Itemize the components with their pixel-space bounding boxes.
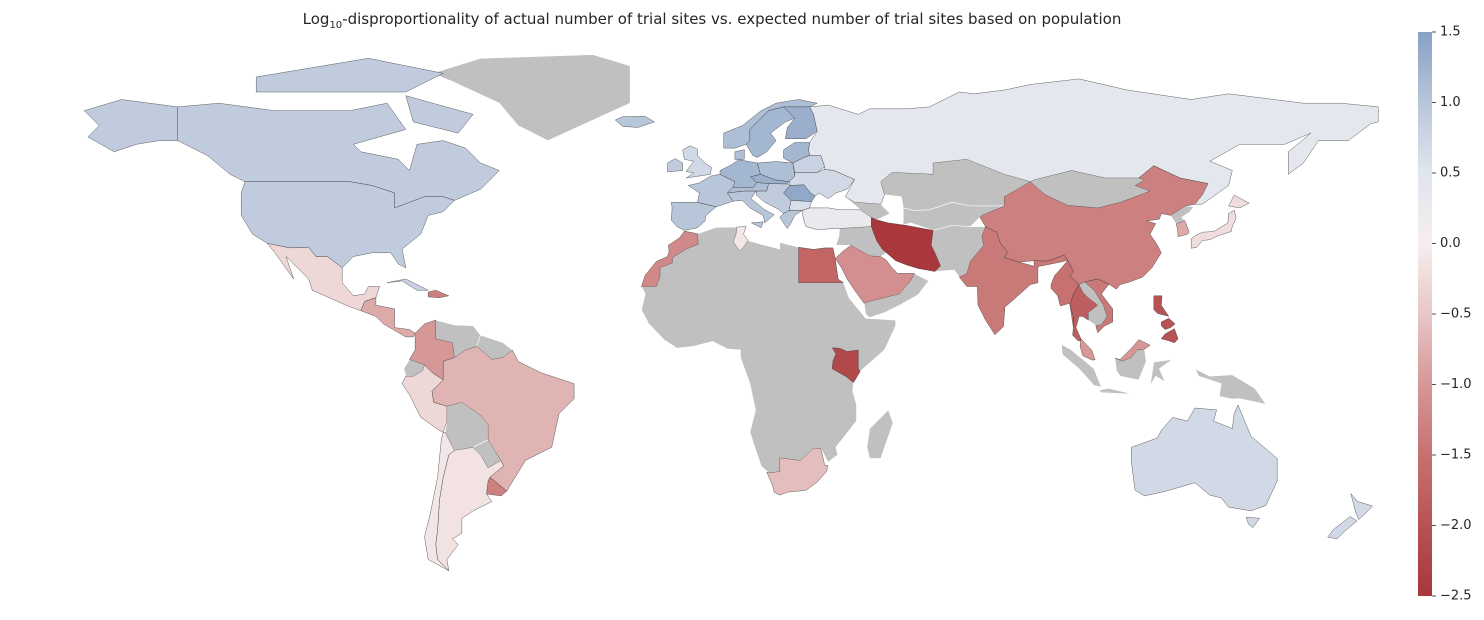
country: [745, 106, 795, 158]
country: [267, 243, 380, 311]
country: [779, 210, 803, 229]
title-part: Log: [303, 10, 330, 28]
colorbar-tick-label: −0.5: [1440, 307, 1472, 322]
country: [615, 116, 655, 128]
colorbar-tick-label: 0.5: [1440, 166, 1461, 181]
country: [1153, 295, 1179, 344]
country: [1327, 493, 1373, 540]
country: [835, 245, 915, 304]
colorbar-tick-label: −1.0: [1440, 377, 1472, 392]
country: [788, 169, 855, 199]
country: [802, 207, 872, 230]
country: [750, 174, 790, 185]
colorbar-tick-label: −2.0: [1440, 518, 1472, 533]
country: [1131, 404, 1278, 528]
country: [979, 165, 1209, 290]
country: [866, 409, 894, 459]
country: [424, 432, 455, 571]
country: [733, 226, 749, 252]
country: [360, 297, 416, 338]
country: [667, 158, 683, 173]
colorbar-tick-label: 1.5: [1440, 25, 1461, 40]
title-subscript: 10: [329, 20, 342, 31]
colorbar-tick-label: 1.0: [1440, 95, 1461, 110]
colorbar: [1418, 32, 1432, 596]
country: [832, 347, 861, 383]
country: [1191, 195, 1250, 249]
country: [808, 78, 1379, 205]
title-part: -disproportionality of actual number of …: [342, 10, 1121, 28]
country: [386, 278, 429, 291]
colorbar-tick-label: −1.5: [1440, 448, 1472, 463]
country: [734, 149, 745, 160]
country: [766, 447, 829, 496]
countries: [84, 54, 1379, 571]
country: [1079, 338, 1151, 362]
country: [1084, 278, 1113, 333]
map-title: Log10-disproportionality of actual numbe…: [303, 10, 1122, 31]
country: [682, 145, 712, 179]
country: [1176, 220, 1190, 237]
country: [641, 230, 699, 287]
country: [798, 247, 844, 283]
country: [727, 190, 775, 228]
colorbar-tick-label: 0.0: [1440, 236, 1461, 251]
colorbar-tick-label: −2.5: [1440, 589, 1472, 604]
country: [871, 217, 941, 272]
country: [1061, 344, 1267, 405]
country: [688, 174, 736, 207]
country: [1069, 284, 1098, 341]
country: [428, 290, 449, 298]
country: [671, 202, 717, 231]
country: [431, 54, 631, 141]
country: [431, 346, 575, 492]
